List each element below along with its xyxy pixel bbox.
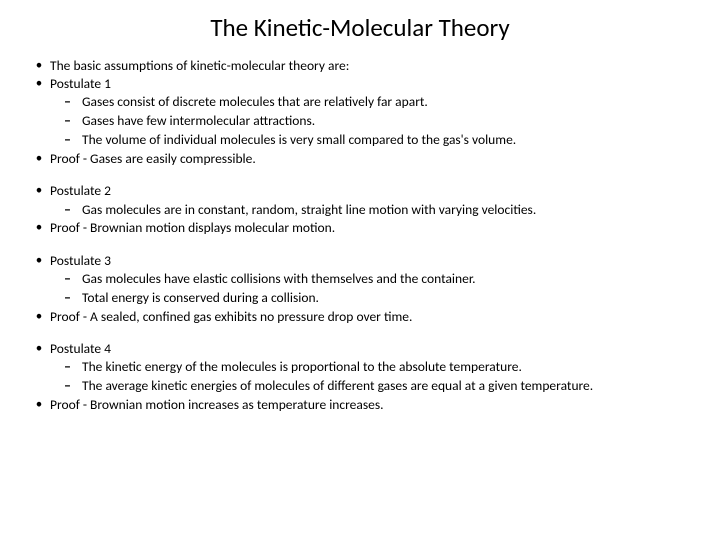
sub-bullet-text: Gases have few intermolecular attraction… <box>82 112 692 130</box>
sub-bullet-text: The average kinetic energies of molecule… <box>82 377 692 395</box>
bullet-item: •Postulate 4 <box>28 340 692 358</box>
sub-bullet-text: Gas molecules are in constant, random, s… <box>82 201 692 219</box>
bullet-group: •Postulate 2–Gas molecules are in consta… <box>28 182 692 237</box>
sub-bullet-text: Total energy is conserved during a colli… <box>82 289 692 307</box>
sub-bullet-item: –The average kinetic energies of molecul… <box>28 377 692 396</box>
bullet-group: •Postulate 4–The kinetic energy of the m… <box>28 340 692 414</box>
bullet-item: •Proof - Brownian motion increases as te… <box>28 396 692 414</box>
bullet-dot-icon: • <box>28 182 50 200</box>
bullet-dot-icon: • <box>28 75 50 93</box>
bullet-item: •Postulate 3 <box>28 252 692 270</box>
dash-icon: – <box>64 131 82 150</box>
bullet-item: •Postulate 1 <box>28 75 692 93</box>
sub-bullet-text: Gas molecules have elastic collisions wi… <box>82 270 692 288</box>
bullet-group: •The basic assumptions of kinetic-molecu… <box>28 57 692 168</box>
sub-bullet-item: –Gas molecules have elastic collisions w… <box>28 270 692 289</box>
slide-title: The Kinetic-Molecular Theory <box>28 12 692 43</box>
bullet-dot-icon: • <box>28 219 50 237</box>
sub-bullet-item: –The volume of individual molecules is v… <box>28 131 692 150</box>
dash-icon: – <box>64 201 82 220</box>
bullet-dot-icon: • <box>28 340 50 358</box>
bullet-text: Proof - Brownian motion increases as tem… <box>50 396 692 414</box>
sub-bullet-text: Gases consist of discrete molecules that… <box>82 93 692 111</box>
bullet-dot-icon: • <box>28 57 50 75</box>
bullet-dot-icon: • <box>28 252 50 270</box>
sub-bullet-text: The volume of individual molecules is ve… <box>82 131 692 149</box>
bullet-item: •Proof - Brownian motion displays molecu… <box>28 219 692 237</box>
bullet-group: •Postulate 3–Gas molecules have elastic … <box>28 252 692 326</box>
bullet-item: •Postulate 2 <box>28 182 692 200</box>
slide-body: •The basic assumptions of kinetic-molecu… <box>28 57 692 414</box>
dash-icon: – <box>64 377 82 396</box>
bullet-text: The basic assumptions of kinetic-molecul… <box>50 57 692 75</box>
dash-icon: – <box>64 270 82 289</box>
bullet-item: •Proof - A sealed, confined gas exhibits… <box>28 308 692 326</box>
dash-icon: – <box>64 93 82 112</box>
bullet-item: •The basic assumptions of kinetic-molecu… <box>28 57 692 75</box>
sub-bullet-item: –Total energy is conserved during a coll… <box>28 289 692 308</box>
bullet-dot-icon: • <box>28 150 50 168</box>
bullet-dot-icon: • <box>28 308 50 326</box>
dash-icon: – <box>64 112 82 131</box>
dash-icon: – <box>64 289 82 308</box>
bullet-dot-icon: • <box>28 396 50 414</box>
sub-bullet-item: –The kinetic energy of the molecules is … <box>28 358 692 377</box>
dash-icon: – <box>64 358 82 377</box>
bullet-text: Proof - A sealed, confined gas exhibits … <box>50 308 692 326</box>
bullet-item: •Proof - Gases are easily compressible. <box>28 150 692 168</box>
bullet-text: Proof - Gases are easily compressible. <box>50 150 692 168</box>
sub-bullet-text: The kinetic energy of the molecules is p… <box>82 358 692 376</box>
sub-bullet-item: –Gases have few intermolecular attractio… <box>28 112 692 131</box>
bullet-text: Proof - Brownian motion displays molecul… <box>50 219 692 237</box>
bullet-text: Postulate 1 <box>50 75 692 93</box>
bullet-text: Postulate 2 <box>50 182 692 200</box>
sub-bullet-item: –Gas molecules are in constant, random, … <box>28 201 692 220</box>
sub-bullet-item: –Gases consist of discrete molecules tha… <box>28 93 692 112</box>
bullet-text: Postulate 3 <box>50 252 692 270</box>
bullet-text: Postulate 4 <box>50 340 692 358</box>
